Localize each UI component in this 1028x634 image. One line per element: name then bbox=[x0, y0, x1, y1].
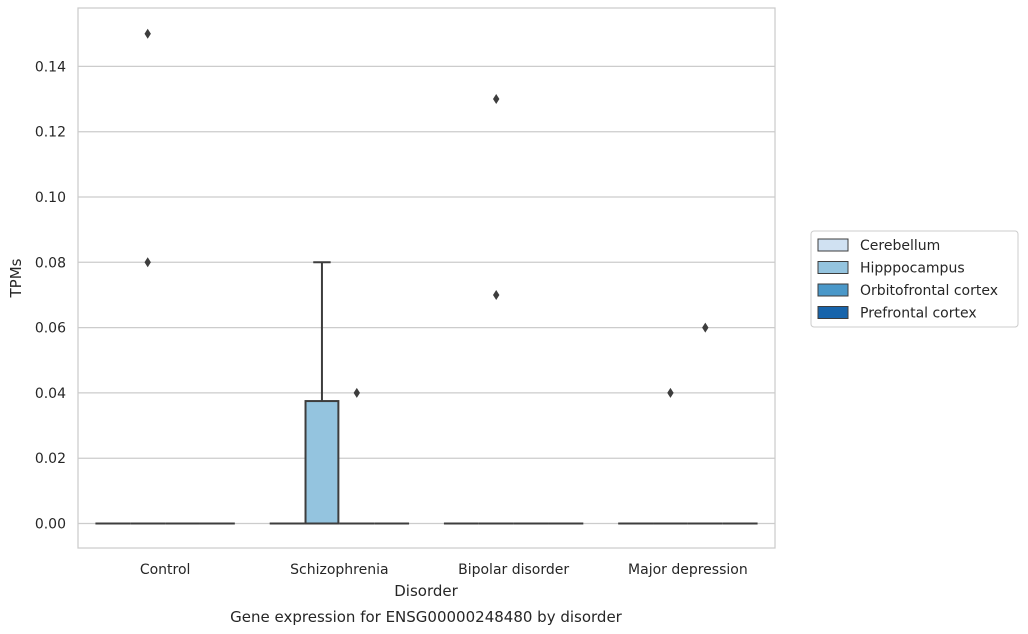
outlier-point bbox=[493, 289, 500, 300]
chart-caption: Gene expression for ENSG00000248480 by d… bbox=[230, 608, 623, 626]
y-tick-label: 0.10 bbox=[35, 190, 66, 206]
legend-label: Prefrontal cortex bbox=[860, 306, 977, 322]
y-tick-label: 0.04 bbox=[35, 386, 66, 402]
outlier-point bbox=[702, 322, 709, 333]
box-body bbox=[304, 400, 340, 525]
outlier-point bbox=[144, 28, 151, 39]
x-tick-label: Bipolar disorder bbox=[458, 562, 569, 578]
legend: Cerebellum Hipppocampus Orbitofrontal cort… bbox=[810, 230, 1019, 328]
legend-swatch bbox=[817, 283, 849, 297]
y-tick-label: 0.08 bbox=[35, 255, 66, 271]
plot-area-frame bbox=[77, 7, 776, 549]
legend-label: Hipppocampus bbox=[860, 261, 965, 277]
outlier-point bbox=[144, 257, 151, 268]
outlier-point bbox=[353, 387, 360, 398]
legend-label: Orbitofrontal cortex bbox=[860, 283, 998, 299]
box-series bbox=[130, 261, 688, 525]
x-axis-title: Disorder bbox=[394, 582, 458, 600]
legend-swatch bbox=[817, 306, 849, 319]
legend-swatch bbox=[817, 238, 849, 252]
x-tick-label: Control bbox=[140, 562, 191, 578]
legend-frame bbox=[810, 230, 1019, 328]
x-tick-label: Schizophrenia bbox=[290, 562, 388, 578]
y-tick-label: 0.00 bbox=[35, 517, 66, 533]
outlier-point bbox=[493, 94, 500, 105]
outlier-layer bbox=[144, 28, 709, 398]
x-axis-tick-labels: Control Schizophrenia Bipolar disorder Majo… bbox=[140, 562, 748, 578]
outlier-point bbox=[667, 387, 674, 398]
legend-label: Cerebellum bbox=[860, 238, 940, 254]
x-tick-label: Major depression bbox=[628, 562, 748, 578]
y-tick-label: 0.14 bbox=[35, 59, 66, 75]
y-tick-label: 0.02 bbox=[35, 451, 66, 467]
y-axis-tick-labels: 0.00 0.02 0.04 0.06 0.08 0.10 0.12 0.14 bbox=[35, 59, 66, 532]
y-tick-label: 0.06 bbox=[35, 321, 66, 337]
y-tick-label: 0.12 bbox=[35, 125, 66, 141]
legend-swatch bbox=[817, 261, 849, 274]
box-series-layer bbox=[95, 261, 758, 525]
y-axis-title: TPMs bbox=[7, 258, 25, 298]
